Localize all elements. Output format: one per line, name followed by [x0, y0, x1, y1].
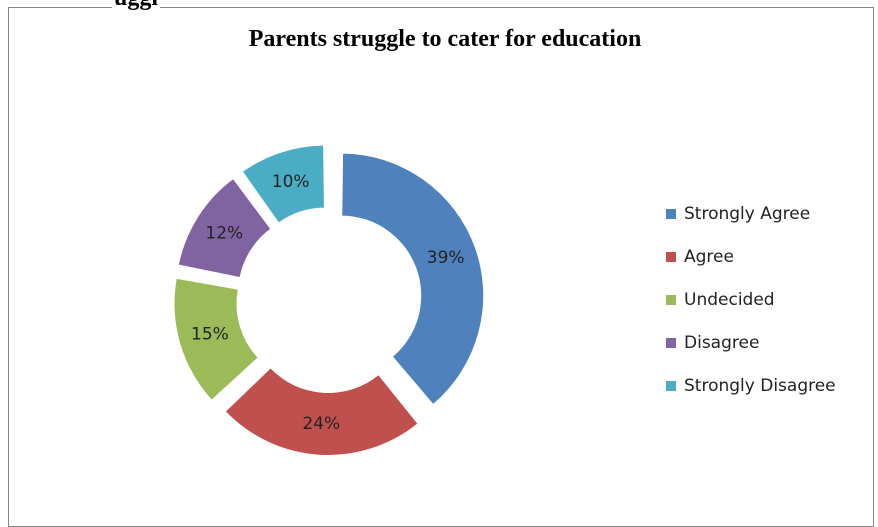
data-label-disagree: 12% — [205, 224, 243, 244]
legend-label: Undecided — [684, 289, 775, 310]
legend-swatch — [666, 251, 676, 262]
legend-label: Disagree — [684, 332, 760, 353]
legend: Strongly Agree Agree Undecided Disagree Stro… — [666, 192, 836, 407]
legend-swatch — [666, 294, 676, 305]
legend-item-undecided: Undecided — [666, 278, 836, 321]
slice-strongly-disagree — [243, 145, 324, 223]
legend-swatch — [666, 208, 676, 219]
slice-disagree — [178, 179, 271, 278]
legend-item-disagree: Disagree — [666, 321, 836, 364]
slice-undecided — [174, 278, 258, 400]
chart-title: Parents struggle to cater for education — [248, 26, 642, 52]
legend-swatch — [666, 380, 676, 391]
data-label-agree: 24% — [302, 414, 340, 434]
data-label-undecided: 15% — [191, 325, 229, 345]
slice-strongly-agree — [342, 153, 484, 404]
data-label-strongly-disagree: 10% — [272, 172, 310, 192]
slice-agree — [225, 368, 418, 455]
legend-item-agree: Agree — [666, 235, 836, 278]
legend-item-strongly-agree: Strongly Agree — [666, 192, 836, 235]
legend-swatch — [666, 337, 676, 348]
legend-item-strongly-disagree: Strongly Disagree — [666, 364, 836, 407]
legend-label: Strongly Disagree — [684, 375, 836, 396]
legend-label: Strongly Agree — [684, 203, 811, 224]
cut-off-heading: uggl — [112, 0, 161, 10]
legend-label: Agree — [684, 246, 734, 267]
data-label-strongly-agree: 39% — [427, 248, 465, 268]
